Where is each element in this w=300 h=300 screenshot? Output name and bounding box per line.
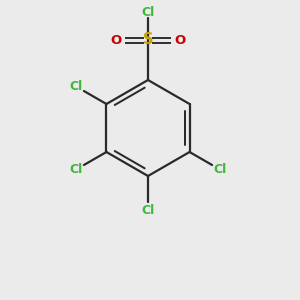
Text: Cl: Cl (213, 163, 226, 176)
Text: O: O (174, 34, 186, 46)
Text: Cl: Cl (70, 80, 83, 93)
Text: O: O (110, 34, 122, 46)
Text: Cl: Cl (141, 205, 154, 218)
Text: S: S (143, 32, 153, 47)
Text: Cl: Cl (70, 163, 83, 176)
Text: Cl: Cl (141, 7, 154, 20)
